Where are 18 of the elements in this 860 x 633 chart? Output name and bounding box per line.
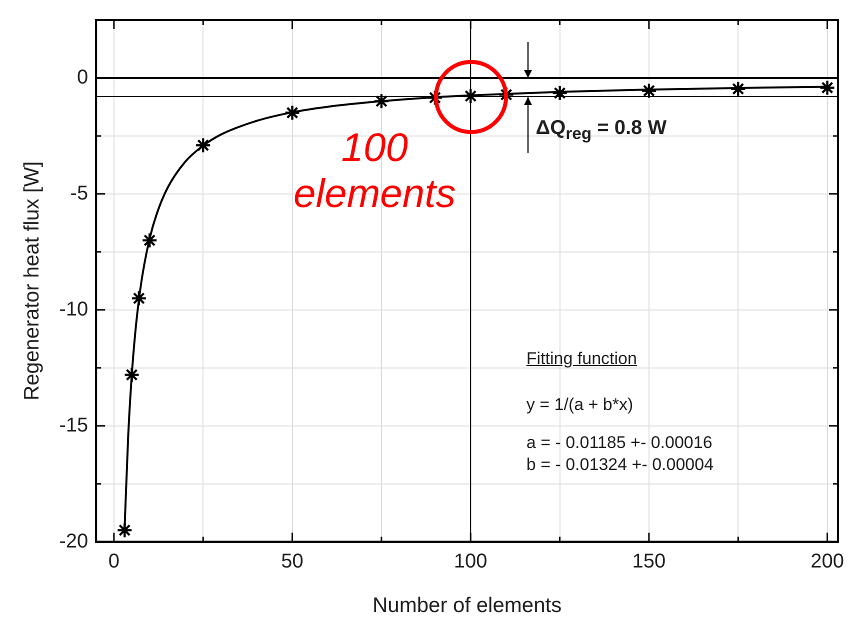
y-tick-label: -5	[70, 182, 88, 204]
annotation: 100 elements	[292, 124, 457, 217]
x-tick-label: 50	[281, 550, 304, 572]
annotation: Fitting function	[526, 348, 637, 369]
annotation: b = - 0.01324 +- 0.00004	[526, 454, 714, 475]
y-tick-label: -20	[59, 530, 88, 552]
y-axis-title: Regenerator heat flux [W]	[20, 161, 44, 401]
annotation: a = - 0.01185 +- 0.00016	[526, 432, 712, 453]
annotation: y = 1/(a + b*x)	[526, 394, 634, 415]
y-tick-label: -15	[59, 414, 88, 436]
annotation: ΔQ$_{reg}$ = 0.8 W	[536, 117, 667, 144]
x-tick-label: 100	[454, 550, 488, 572]
y-tick-label: -10	[59, 298, 88, 320]
y-tick-label: 0	[76, 66, 88, 88]
x-tick-label: 150	[632, 550, 666, 572]
x-tick-label: 0	[108, 550, 120, 572]
x-tick-label: 200	[810, 550, 844, 572]
x-axis-title: Number of elements	[372, 594, 562, 618]
